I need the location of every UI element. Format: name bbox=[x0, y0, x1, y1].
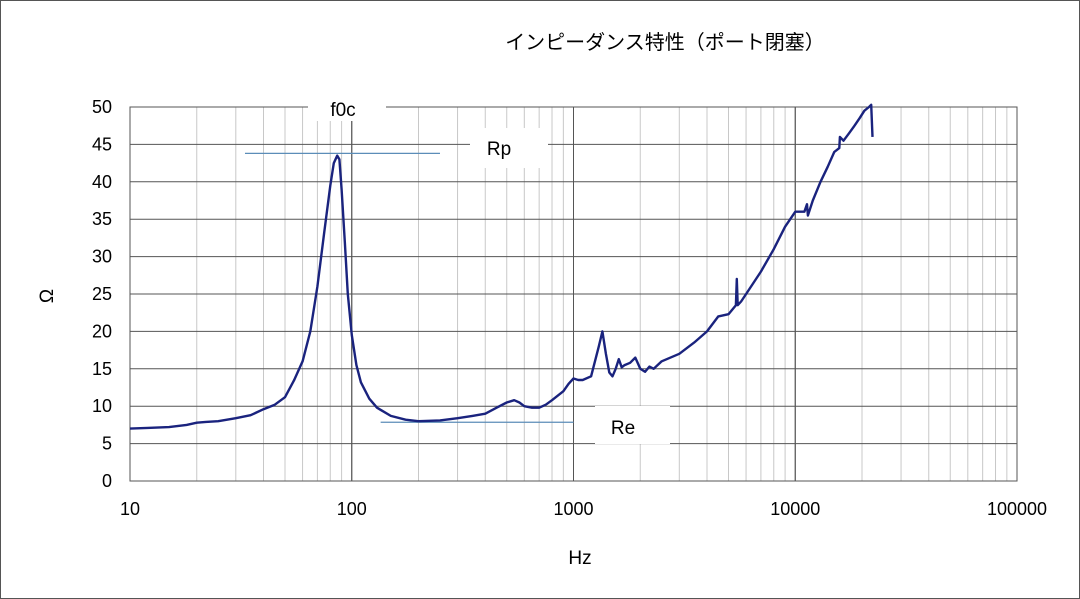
annotation-bg-re bbox=[595, 406, 670, 444]
reference-lines bbox=[244, 152, 574, 423]
annotation-f0c: f0c bbox=[330, 100, 355, 121]
y-tick-label: 20 bbox=[92, 321, 112, 341]
y-tick-label: 5 bbox=[102, 434, 112, 454]
y-tick-label: 30 bbox=[92, 247, 112, 267]
y-tick-label: 0 bbox=[102, 471, 112, 491]
x-tick-labels: 10 100 1000 10000 100000 bbox=[120, 499, 1047, 519]
annotation-re: Re bbox=[611, 418, 635, 439]
y-tick-label: 50 bbox=[92, 97, 112, 117]
annotation-bg-rp bbox=[470, 128, 548, 168]
x-axis-title: Hz bbox=[568, 548, 591, 569]
x-tick-label: 10 bbox=[120, 499, 140, 519]
impedance-curve bbox=[129, 103, 874, 430]
x-tick-label: 100 bbox=[337, 499, 367, 519]
plot-area-border bbox=[129, 106, 1018, 482]
x-tick-label: 10000 bbox=[770, 499, 820, 519]
y-tick-label: 15 bbox=[92, 359, 112, 379]
y-tick-label: 45 bbox=[92, 134, 112, 154]
grid bbox=[129, 106, 1018, 482]
x-tick-label: 1000 bbox=[553, 499, 593, 519]
y-tick-label: 25 bbox=[92, 284, 112, 304]
y-tick-label: 35 bbox=[92, 209, 112, 229]
annotation-bg-f0c bbox=[308, 93, 386, 121]
annotation-rp: Rp bbox=[487, 139, 511, 160]
chart-title: インピーダンス特性（ポート閉塞） bbox=[505, 30, 825, 54]
y-tick-label: 40 bbox=[92, 172, 112, 192]
y-tick-label: 10 bbox=[92, 396, 112, 416]
x-tick-label: 100000 bbox=[987, 499, 1047, 519]
y-tick-labels: 0 5 10 15 20 25 30 35 40 45 50 bbox=[92, 97, 112, 491]
y-axis-title: Ω bbox=[37, 289, 58, 303]
